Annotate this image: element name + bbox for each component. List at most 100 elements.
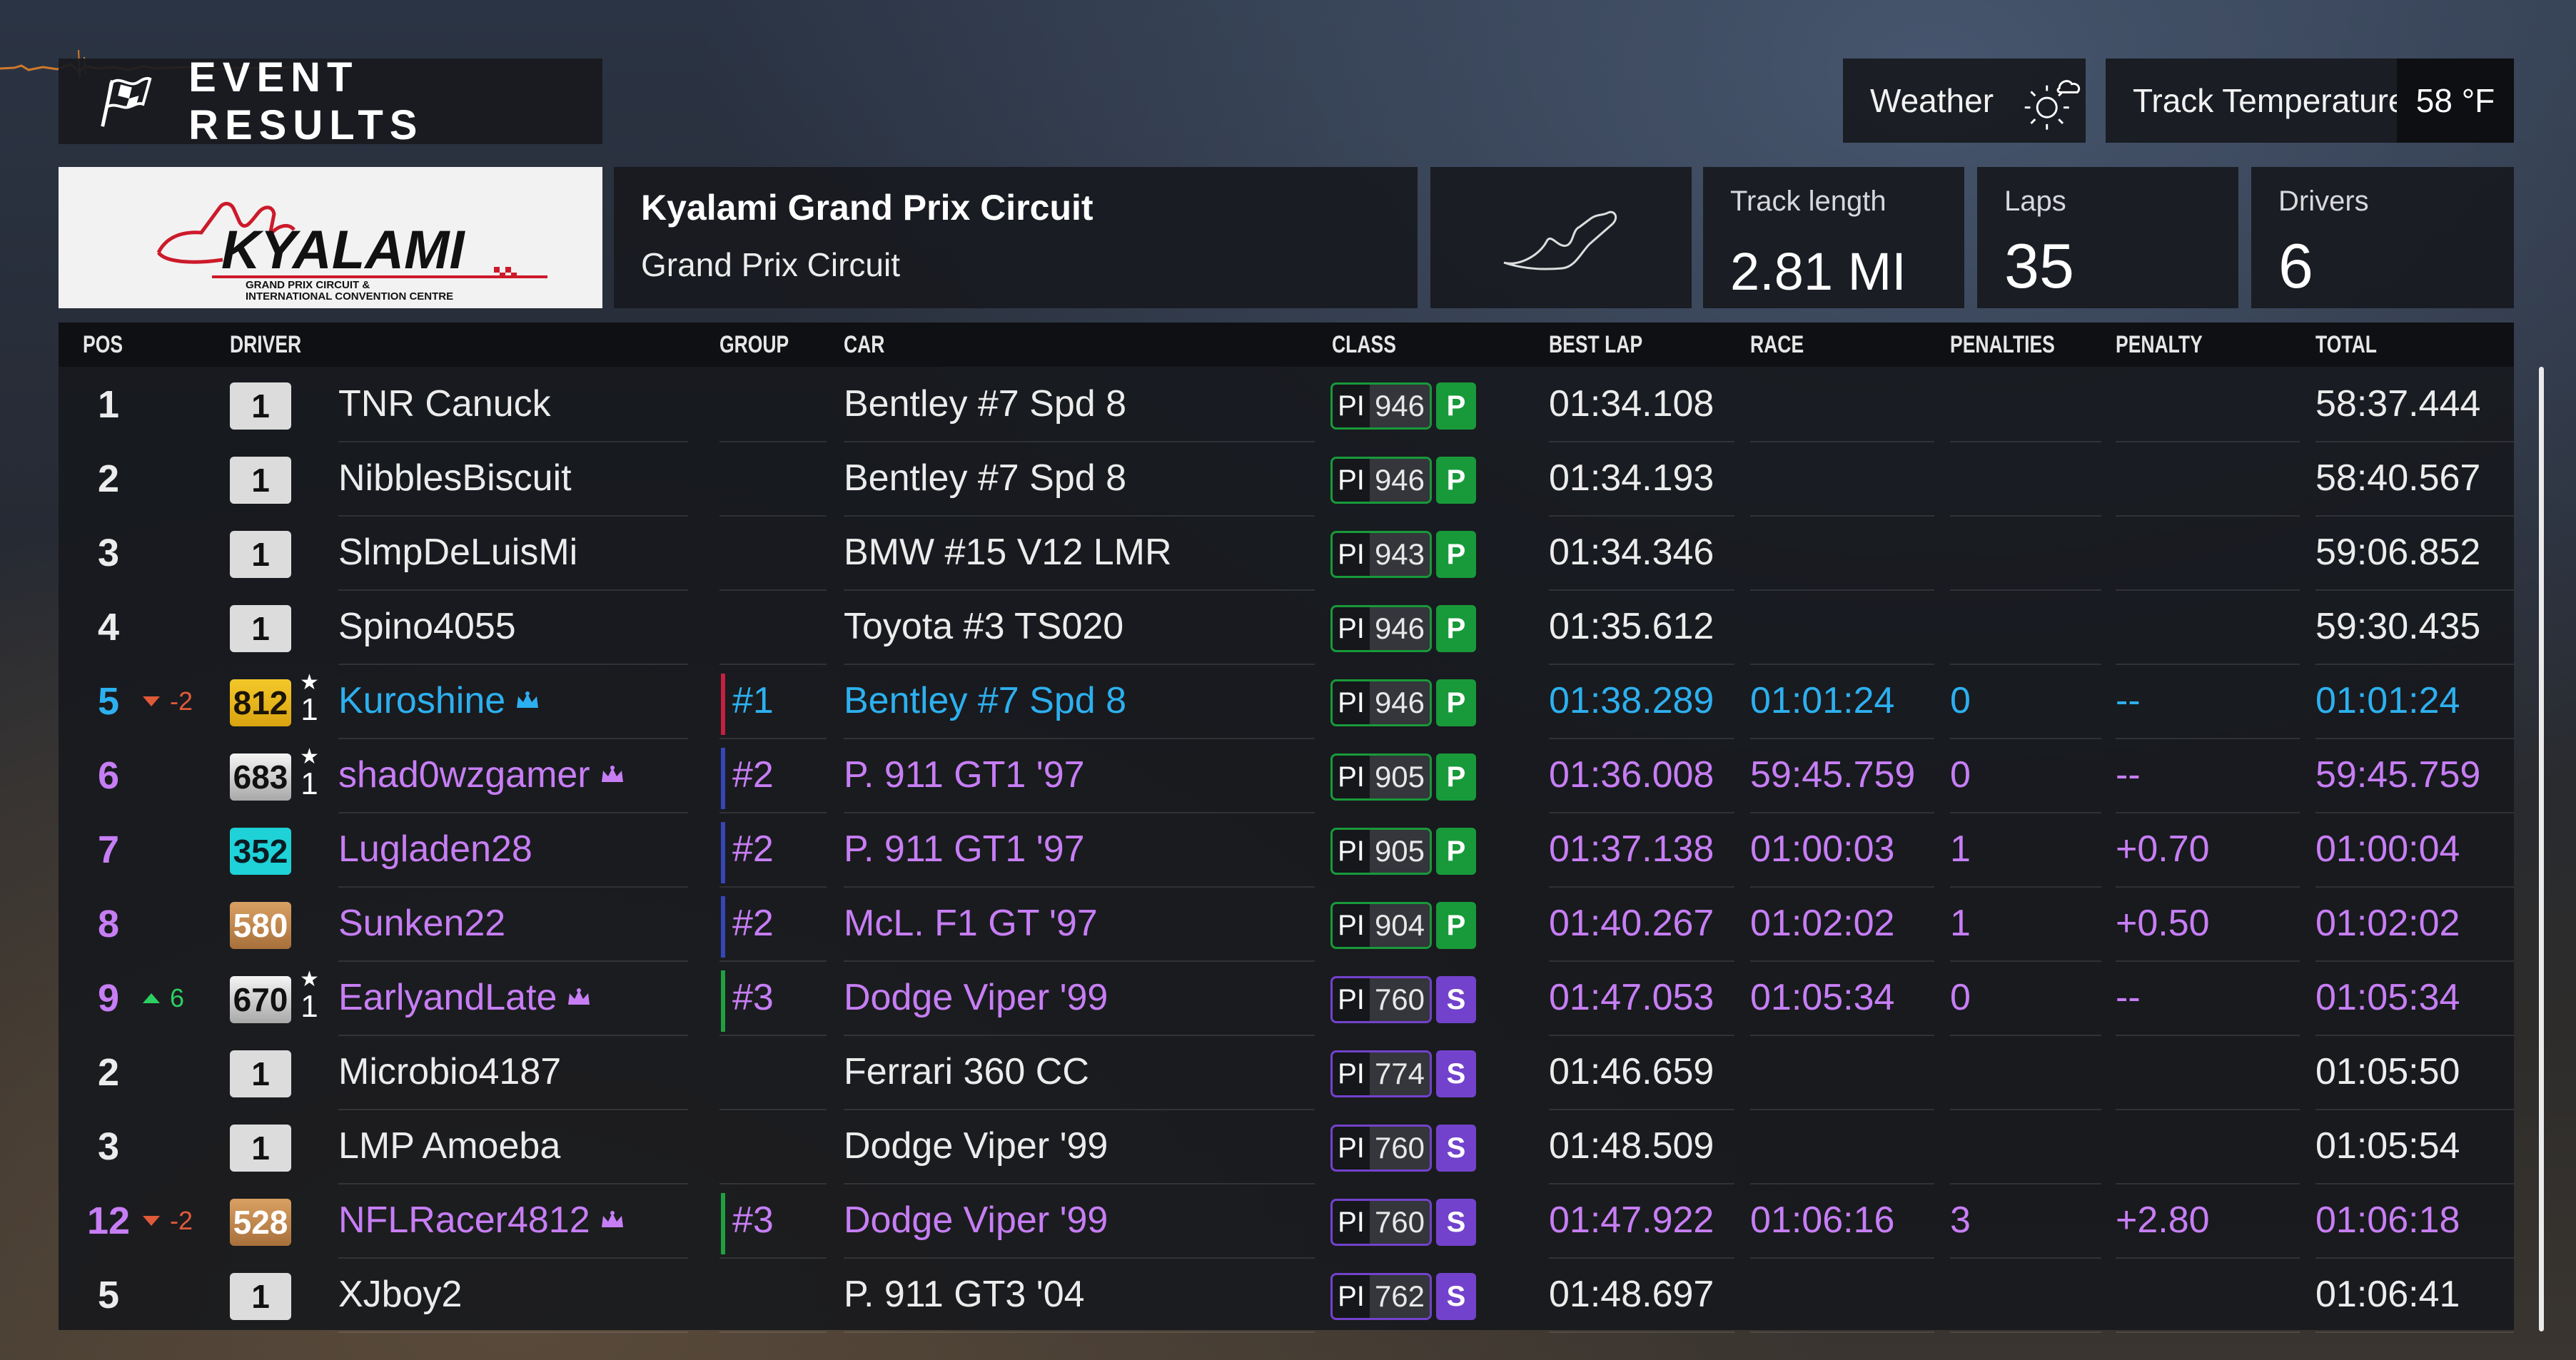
col-penalties[interactable]: PENALTIES <box>1950 331 2055 358</box>
driver-cell[interactable]: LMP Amoeba <box>338 1125 560 1167</box>
table-row[interactable]: 7 352 Lugladen28 #2 P. 911 GT1 '97 PI 905 P 01:3… <box>59 813 2514 888</box>
driver-name[interactable]: Lugladen28 <box>338 828 532 870</box>
col-pos[interactable]: POS <box>83 331 123 358</box>
col-driver[interactable]: DRIVER <box>230 331 302 358</box>
row-divider <box>719 1257 827 1259</box>
table-row[interactable]: 5 1 XJboy2 P. 911 GT3 '04 PI 762 S 01:48.697 01:… <box>59 1259 2514 1333</box>
scrollbar[interactable] <box>2539 367 2544 1331</box>
driver-name[interactable]: LMP Amoeba <box>338 1125 561 1167</box>
driver-name[interactable]: Microbio4187 <box>338 1051 562 1092</box>
best-lap: 01:46.659 <box>1549 1051 1714 1092</box>
table-row[interactable]: 1 1 TNR Canuck Bentley #7 Spd 8 PI 946 P 01:34.… <box>59 368 2514 442</box>
table-row[interactable]: 3 1 LMP Amoeba Dodge Viper '99 PI 760 S 01:48.5… <box>59 1110 2514 1184</box>
table-row[interactable]: 4 1 Spino4055 Toyota #3 TS020 PI 946 P 01:35.61… <box>59 591 2514 665</box>
driver-name[interactable]: EarlyandLate <box>338 977 557 1018</box>
row-divider <box>338 960 688 962</box>
driver-cell[interactable]: Spino4055 <box>338 605 516 648</box>
checkered-flag-icon <box>101 76 152 127</box>
driver-cell[interactable]: NFLRacer4812 <box>338 1199 625 1242</box>
row-divider <box>1750 1257 1934 1259</box>
position: 7 <box>97 828 120 871</box>
row-divider <box>1750 664 1934 665</box>
row-divider <box>1750 515 1934 517</box>
col-penalty[interactable]: PENALTY <box>2116 331 2203 358</box>
driver-name[interactable]: NFLRacer4812 <box>338 1199 590 1241</box>
group-label: #1 <box>732 680 774 721</box>
row-divider <box>1950 1331 2101 1333</box>
driver-name[interactable]: Sunken22 <box>338 903 506 944</box>
group-color-bar <box>721 822 725 883</box>
total-time: 01:05:34 <box>2315 977 2460 1018</box>
best-lap: 01:38.289 <box>1549 680 1714 721</box>
table-row[interactable]: 6 683 ★ 1 shad0wzgamer #2 P. 911 GT1 '97 PI 905 P… <box>59 739 2514 813</box>
row-divider <box>1950 1035 2101 1036</box>
race-time: 01:02:02 <box>1750 903 1895 944</box>
driver-cell[interactable]: Sunken22 <box>338 902 505 945</box>
weather-widget: Weather <box>1843 59 2086 143</box>
driver-cell[interactable]: Microbio4187 <box>338 1050 561 1093</box>
driver-name[interactable]: TNR Canuck <box>338 383 551 425</box>
row-divider <box>2315 960 2514 962</box>
table-row[interactable]: 5 -2 812 ★ 1 Kuroshine #1 Bentley #7 Spd 8 PI 946… <box>59 665 2514 739</box>
col-group[interactable]: GROUP <box>719 331 789 358</box>
driver-cell[interactable]: XJboy2 <box>338 1273 462 1316</box>
pi-box: PI 760 <box>1330 1125 1432 1172</box>
driver-cell[interactable]: Kuroshine <box>338 679 540 722</box>
col-race[interactable]: RACE <box>1750 331 1804 358</box>
track-layout: Grand Prix Circuit <box>641 246 900 283</box>
car-name: Toyota #3 TS020 <box>844 606 1124 647</box>
performance-index: PI 760 S <box>1330 1199 1476 1246</box>
total-time: 01:06:18 <box>2315 1199 2460 1241</box>
pi-value: 760 <box>1370 1127 1430 1169</box>
driver-rating-badge: 812 <box>230 679 291 726</box>
driver-rating-badge: 1 <box>230 382 291 430</box>
col-class[interactable]: CLASS <box>1332 331 1396 358</box>
driver-name[interactable]: XJboy2 <box>338 1274 463 1315</box>
driver-name[interactable]: SlmpDeLuisMi <box>338 532 578 573</box>
position-change: -2 <box>143 1206 193 1236</box>
table-row[interactable]: 8 580 Sunken22 #2 McL. F1 GT '97 PI 904 P 01:40.… <box>59 888 2514 962</box>
row-divider <box>1549 1331 1734 1333</box>
driver-name[interactable]: Kuroshine <box>338 680 506 721</box>
penalties-count: 1 <box>1950 828 1971 870</box>
driver-cell[interactable]: Lugladen28 <box>338 828 532 871</box>
table-row[interactable]: 2 1 Microbio4187 Ferrari 360 CC PI 774 S 01:46.… <box>59 1036 2514 1110</box>
table-row[interactable]: 3 1 SlmpDeLuisMi BMW #15 V12 LMR PI 943 P 01:34… <box>59 517 2514 591</box>
star-count: 1 <box>300 989 318 1024</box>
table-row[interactable]: 12 -2 528 NFLRacer4812 #3 Dodge Viper '99 PI 76… <box>59 1184 2514 1259</box>
best-lap: 01:48.697 <box>1549 1274 1714 1315</box>
row-divider <box>719 886 827 888</box>
car-name: Bentley #7 Spd 8 <box>844 457 1127 499</box>
row-divider <box>2315 886 2514 888</box>
row-divider <box>338 886 688 888</box>
col-best-lap[interactable]: BEST LAP <box>1549 331 1643 358</box>
row-divider <box>1950 515 2101 517</box>
col-total[interactable]: TOTAL <box>2315 331 2377 358</box>
row-divider <box>338 589 688 591</box>
driver-cell[interactable]: shad0wzgamer <box>338 753 625 796</box>
driver-cell[interactable]: TNR Canuck <box>338 382 551 425</box>
driver-cell[interactable]: EarlyandLate <box>338 976 591 1019</box>
driver-cell[interactable]: NibblesBiscuit <box>338 457 572 499</box>
driver-cell[interactable]: SlmpDeLuisMi <box>338 531 577 574</box>
driver-name[interactable]: shad0wzgamer <box>338 754 590 796</box>
row-divider <box>2315 515 2514 517</box>
driver-name[interactable]: NibblesBiscuit <box>338 457 572 499</box>
row-divider <box>1950 812 2101 813</box>
row-divider <box>844 515 1315 517</box>
row-divider <box>338 1331 688 1333</box>
table-row[interactable]: 9 6 670 ★ 1 EarlyandLate #3 Dodge Viper '99 PI 76… <box>59 962 2514 1036</box>
row-divider <box>844 960 1315 962</box>
row-divider <box>1549 960 1734 962</box>
driver-rating-badge: 1 <box>230 531 291 578</box>
table-row[interactable]: 2 1 NibblesBiscuit Bentley #7 Spd 8 PI 946 P 01… <box>59 442 2514 517</box>
total-time: 01:05:50 <box>2315 1051 2460 1092</box>
position: 1 <box>97 383 120 426</box>
car-name: Dodge Viper '99 <box>844 1125 1108 1167</box>
row-divider <box>338 738 688 739</box>
driver-name[interactable]: Spino4055 <box>338 606 516 647</box>
row-divider <box>2315 441 2514 442</box>
col-car[interactable]: CAR <box>844 331 885 358</box>
position: 9 <box>97 977 120 1020</box>
row-divider <box>1549 886 1734 888</box>
